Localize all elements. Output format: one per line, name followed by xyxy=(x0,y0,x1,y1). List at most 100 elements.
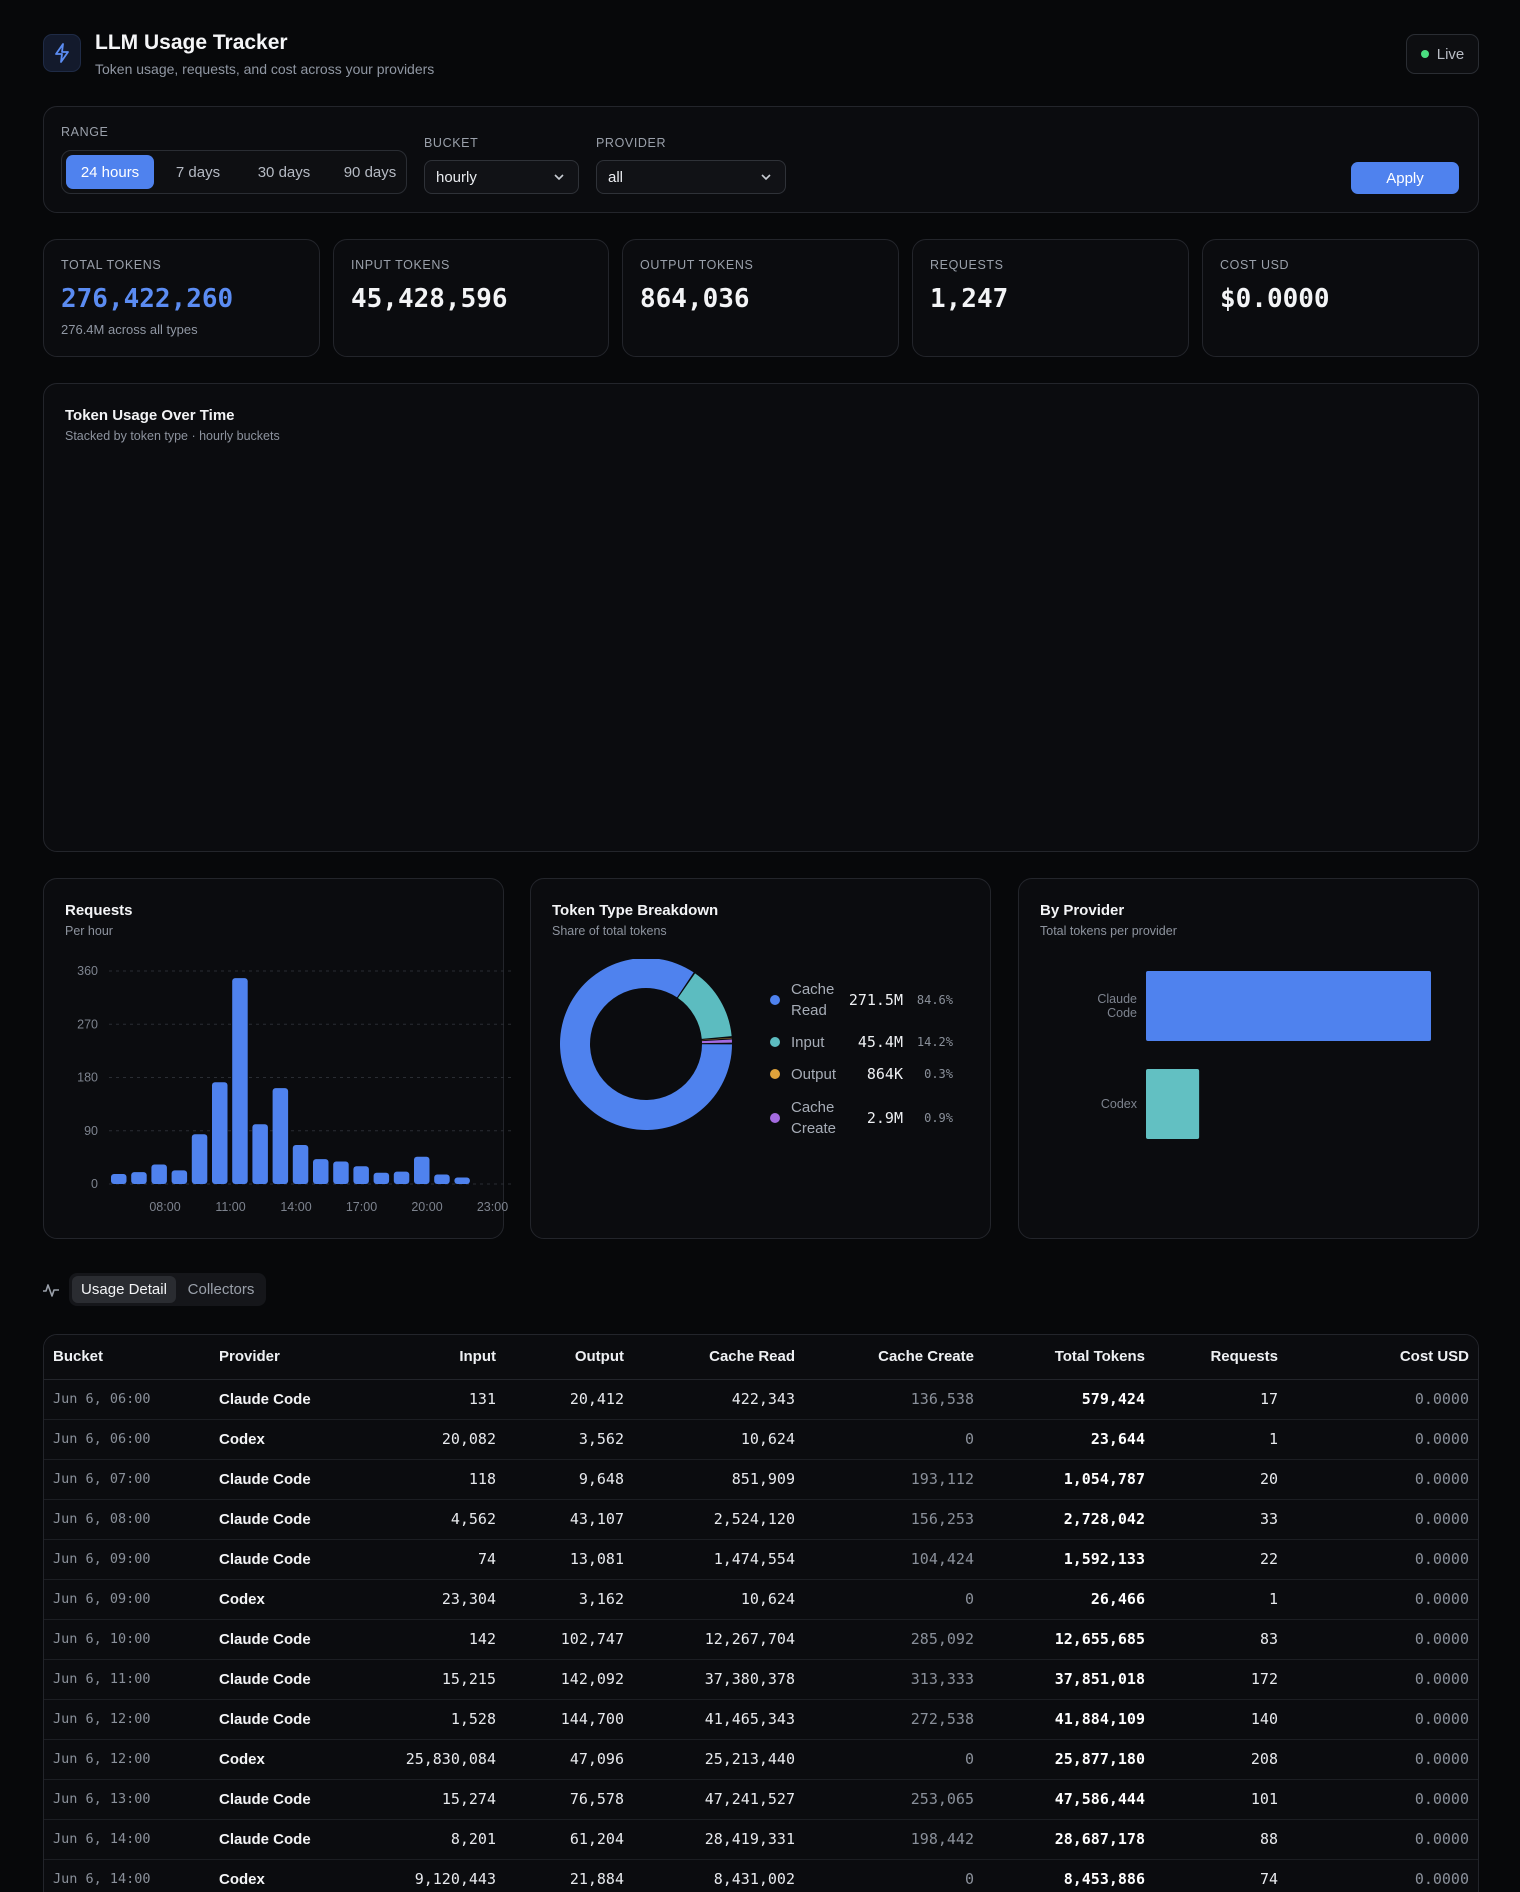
cell-provider: Claude Code xyxy=(219,1499,384,1540)
stat-label: COST USD xyxy=(1220,258,1290,272)
column-header-bucket[interactable]: Bucket xyxy=(44,1335,219,1380)
donut-slice-cache-read[interactable] xyxy=(560,959,732,1130)
chart-subtitle: Total tokens per provider xyxy=(1040,924,1177,938)
donut-slice-output[interactable] xyxy=(701,1037,732,1041)
request-bar[interactable] xyxy=(373,1172,390,1184)
cell-input: 142 xyxy=(384,1619,496,1660)
cell-cache-create: 285,092 xyxy=(795,1619,974,1660)
cell-total-tokens: 1,592,133 xyxy=(974,1539,1145,1580)
legend-dot-icon xyxy=(770,1069,780,1079)
request-bar[interactable] xyxy=(434,1174,450,1184)
request-bar[interactable] xyxy=(272,1088,289,1184)
table-row[interactable]: Jun 6, 12:00 Claude Code 1,528 144,700 41,46… xyxy=(44,1699,1478,1740)
table-row[interactable]: Jun 6, 14:00 Codex 9,120,443 21,884 8,431,00… xyxy=(44,1859,1478,1892)
column-header-input[interactable]: Input xyxy=(384,1335,496,1380)
table-row[interactable]: Jun 6, 09:00 Claude Code 74 13,081 1,474,554… xyxy=(44,1539,1478,1580)
bucket-select[interactable]: hourly xyxy=(424,160,579,194)
cell-cost: 0.0000 xyxy=(1278,1859,1478,1892)
tab-usage-detail[interactable]: Usage Detail xyxy=(72,1276,176,1303)
cell-bucket: Jun 6, 12:00 xyxy=(44,1739,219,1780)
cell-cache-read: 28,419,331 xyxy=(624,1819,795,1860)
table-row[interactable]: Jun 6, 14:00 Claude Code 8,201 61,204 28,419… xyxy=(44,1819,1478,1860)
provider-bar[interactable] xyxy=(1146,1069,1200,1139)
bucket-select-value: hourly xyxy=(436,168,477,186)
request-bar[interactable] xyxy=(292,1144,309,1184)
table-row[interactable]: Jun 6, 08:00 Claude Code 4,562 43,107 2,524,… xyxy=(44,1499,1478,1540)
request-bar[interactable] xyxy=(393,1171,410,1184)
cell-cost: 0.0000 xyxy=(1278,1779,1478,1820)
table-row[interactable]: Jun 6, 13:00 Claude Code 15,274 76,578 47,24… xyxy=(44,1779,1478,1820)
table-row[interactable]: Jun 6, 06:00 Claude Code 131 20,412 422,343 1… xyxy=(44,1379,1478,1420)
cell-output: 76,578 xyxy=(496,1779,624,1820)
request-bar[interactable] xyxy=(454,1177,470,1184)
column-header-cost[interactable]: Cost USD xyxy=(1278,1335,1478,1380)
request-bar[interactable] xyxy=(191,1134,208,1184)
request-bar[interactable] xyxy=(131,1172,147,1184)
cell-cost: 0.0000 xyxy=(1278,1659,1478,1700)
column-header-total-tokens[interactable]: Total Tokens xyxy=(974,1335,1145,1380)
request-bar[interactable] xyxy=(111,1173,127,1184)
legend-value: 864K xyxy=(866,1065,903,1083)
range-option-24h[interactable]: 24 hours xyxy=(66,155,154,189)
cell-cache-create: 0 xyxy=(795,1579,974,1620)
request-bar[interactable] xyxy=(353,1166,369,1184)
stat-value: $0.0000 xyxy=(1220,284,1330,314)
cell-cache-create: 136,538 xyxy=(795,1379,974,1420)
column-header-requests[interactable]: Requests xyxy=(1145,1335,1278,1380)
cell-total-tokens: 41,884,109 xyxy=(974,1699,1145,1740)
legend-item[interactable]: Cache Create 2.9M 0.9% xyxy=(770,1097,975,1141)
cell-cost: 0.0000 xyxy=(1278,1579,1478,1620)
column-header-output[interactable]: Output xyxy=(496,1335,624,1380)
request-bar[interactable] xyxy=(252,1124,268,1184)
cell-input: 25,830,084 xyxy=(384,1739,496,1780)
column-header-cache-read[interactable]: Cache Read xyxy=(624,1335,795,1380)
request-bar[interactable] xyxy=(414,1156,430,1184)
request-bar[interactable] xyxy=(333,1161,349,1184)
column-header-cache-create[interactable]: Cache Create xyxy=(795,1335,974,1380)
cell-bucket: Jun 6, 10:00 xyxy=(44,1619,219,1660)
request-bar[interactable] xyxy=(171,1170,188,1184)
cell-total-tokens: 26,466 xyxy=(974,1579,1145,1620)
request-bar[interactable] xyxy=(212,1082,228,1184)
provider-label: PROVIDER xyxy=(596,136,667,150)
request-bar[interactable] xyxy=(313,1159,329,1184)
provider-bar[interactable] xyxy=(1146,971,1431,1041)
request-bar[interactable] xyxy=(232,978,248,1184)
request-bar[interactable] xyxy=(151,1164,167,1184)
cell-requests: 22 xyxy=(1145,1539,1278,1580)
cell-cache-create: 156,253 xyxy=(795,1499,974,1540)
cell-input: 1,528 xyxy=(384,1699,496,1740)
cell-total-tokens: 28,687,178 xyxy=(974,1819,1145,1860)
table-row[interactable]: Jun 6, 11:00 Claude Code 15,215 142,092 37,3… xyxy=(44,1659,1478,1700)
chart-subtitle: Share of total tokens xyxy=(552,924,667,938)
legend-label: Input xyxy=(791,1034,825,1051)
range-option-90d[interactable]: 90 days xyxy=(343,163,397,181)
legend-item[interactable]: Input 45.4M 14.2% xyxy=(770,1031,975,1075)
table-row[interactable]: Jun 6, 07:00 Claude Code 118 9,648 851,909 19… xyxy=(44,1459,1478,1500)
cell-total-tokens: 1,054,787 xyxy=(974,1459,1145,1500)
legend-item[interactable]: Output 864K 0.3% xyxy=(770,1063,975,1107)
table-row[interactable]: Jun 6, 10:00 Claude Code 142 102,747 12,267,… xyxy=(44,1619,1478,1660)
legend-percent: 84.6% xyxy=(916,993,953,1007)
apply-button[interactable]: Apply xyxy=(1351,162,1459,194)
chart-title: By Provider xyxy=(1040,902,1125,919)
provider-label: Claude Code xyxy=(1097,992,1137,1020)
table-header-row: Bucket Provider Input Output Cache Read … xyxy=(44,1335,1478,1380)
donut-slice-input[interactable] xyxy=(677,973,732,1039)
cell-provider: Codex xyxy=(219,1859,384,1892)
range-option-30d[interactable]: 30 days xyxy=(257,163,311,181)
cell-provider: Codex xyxy=(219,1419,384,1460)
table-row[interactable]: Jun 6, 12:00 Codex 25,830,084 47,096 25,213,… xyxy=(44,1739,1478,1780)
table-row[interactable]: Jun 6, 09:00 Codex 23,304 3,162 10,624 0 26,46… xyxy=(44,1579,1478,1620)
legend-item[interactable]: Cache Read 271.5M 84.6% xyxy=(770,979,975,1023)
cell-requests: 1 xyxy=(1145,1579,1278,1620)
tab-collectors[interactable]: Collectors xyxy=(187,1281,255,1298)
donut-slice-cache-create[interactable] xyxy=(701,1039,732,1044)
column-header-provider[interactable]: Provider xyxy=(219,1335,384,1380)
live-status-badge[interactable]: Live xyxy=(1406,34,1479,74)
stat-value: 864,036 xyxy=(640,284,750,314)
range-option-7d[interactable]: 7 days xyxy=(175,163,221,181)
provider-select[interactable]: all xyxy=(596,160,786,194)
bucket-label: BUCKET xyxy=(424,136,479,150)
table-row[interactable]: Jun 6, 06:00 Codex 20,082 3,562 10,624 0 23,64… xyxy=(44,1419,1478,1460)
